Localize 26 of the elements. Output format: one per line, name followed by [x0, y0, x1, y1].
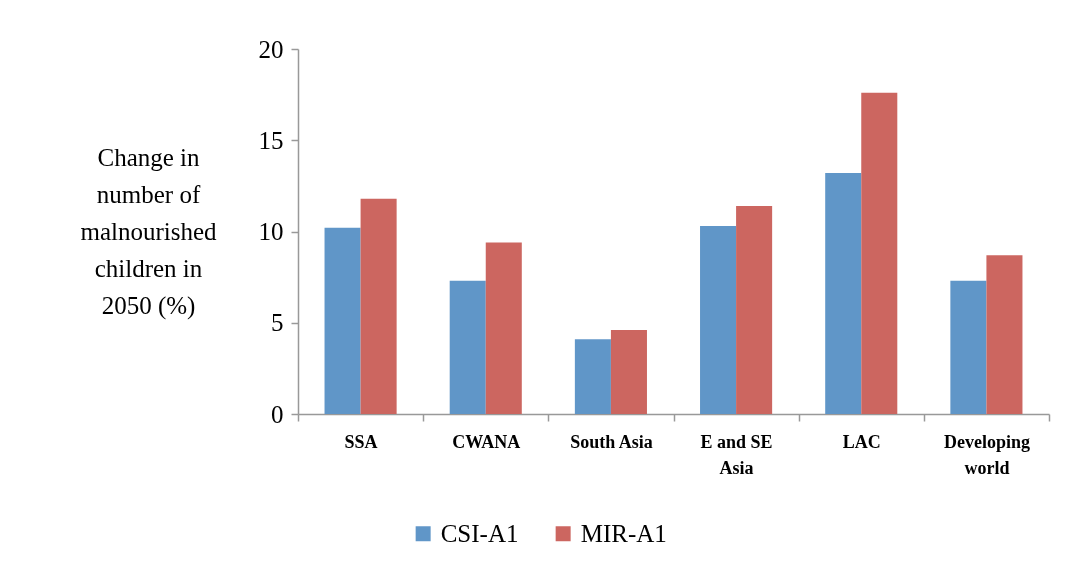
y-axis-title: Change in number of malnourished children in 2050 (%) — [80, 143, 218, 320]
legend-label: CSI-A1 — [440, 519, 519, 547]
bar — [574, 339, 611, 414]
bar — [610, 330, 647, 414]
x-tick-label: LAC — [842, 431, 881, 452]
bar — [736, 205, 773, 414]
x-tick-label: E and SE Asia — [700, 431, 773, 478]
y-tick-label: 15 — [258, 126, 284, 154]
y-tick-label: 20 — [258, 35, 284, 63]
y-tick-label: 5 — [271, 309, 284, 337]
x-tick-label: CWANA — [452, 431, 521, 452]
x-tick-label: Developing world — [943, 431, 1030, 478]
bar — [825, 173, 862, 414]
bar — [700, 226, 737, 414]
legend-label: MIR-A1 — [580, 519, 667, 547]
bar — [861, 92, 898, 414]
bar — [986, 255, 1023, 414]
y-tick-label: 0 — [271, 400, 284, 428]
bar — [950, 280, 987, 414]
bar — [360, 198, 397, 414]
bar — [485, 242, 522, 414]
bar — [324, 227, 361, 414]
x-tick-label: SSA — [344, 431, 378, 452]
x-tick-label: South Asia — [570, 431, 653, 452]
bar — [449, 280, 486, 414]
y-tick-label: 10 — [258, 218, 284, 245]
